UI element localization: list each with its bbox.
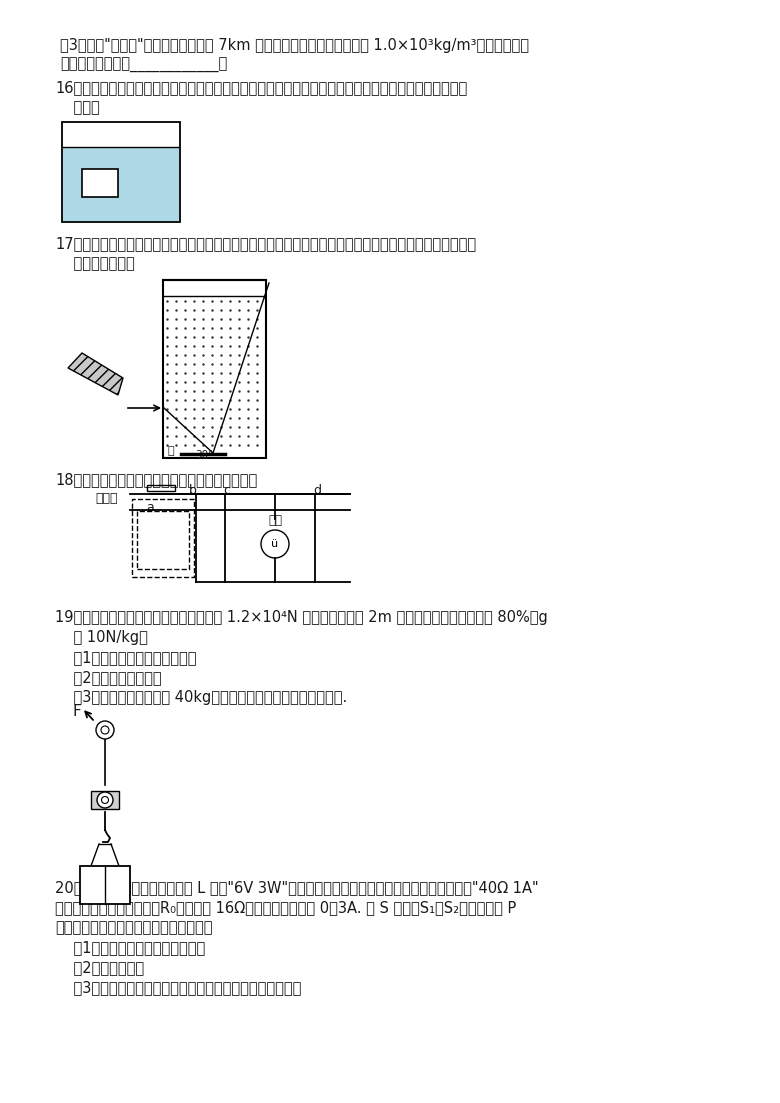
Text: d: d xyxy=(313,484,321,497)
Bar xyxy=(137,511,189,569)
Text: （1）求提升重物做的有用功；: （1）求提升重物做的有用功； xyxy=(55,650,197,665)
Text: 20．（9 分）如图所示，小灯泡 L 标有"6V 3W"字样，不考虑灯丝电阻的变化，滑动变阻器标有"40Ω 1A": 20．（9 分）如图所示，小灯泡 L 标有"6V 3W"字样，不考虑灯丝电阻的变… xyxy=(55,880,539,895)
Text: （1）小灯泡正常发光时的电流；: （1）小灯泡正常发光时的电流； xyxy=(55,940,205,955)
Text: （3）在保证电路安全前提下，电路消耗总功率的最大值。: （3）在保证电路安全前提下，电路消耗总功率的最大值。 xyxy=(55,979,301,995)
Text: 请完成光路图。: 请完成光路图。 xyxy=(55,256,135,271)
Bar xyxy=(91,791,119,808)
Circle shape xyxy=(97,792,113,808)
Bar xyxy=(132,499,194,577)
Bar xyxy=(163,280,266,458)
Circle shape xyxy=(96,721,114,739)
Text: 插座: 插座 xyxy=(268,514,282,527)
Text: 水: 水 xyxy=(167,446,174,456)
Text: （2）电源电压；: （2）电源电压； xyxy=(55,960,144,975)
Text: （3）我国"蛟龙号"载人潜水器下潜至 7km 深的海水中，若海水的密度取 1.0×10³kg/m³，潜水器受到: （3）我国"蛟龙号"载人潜水器下潜至 7km 深的海水中，若海水的密度取 1.0… xyxy=(60,38,529,53)
Text: （2）求绳端的拉力；: （2）求绳端的拉力； xyxy=(55,670,161,685)
Text: 字样。电源电压保持不变，R₀的阻值为 16Ω，电流表的量程为 0～3A. 当 S 闭合，S₁、S₂断开，滑片 P: 字样。电源电压保持不变，R₀的阻值为 16Ω，电流表的量程为 0～3A. 当 S… xyxy=(55,900,516,915)
Text: F: F xyxy=(72,704,81,719)
Text: 30°: 30° xyxy=(195,450,214,460)
Text: 取 10N/kg。: 取 10N/kg。 xyxy=(55,630,148,645)
Polygon shape xyxy=(68,353,123,395)
Text: 19．如图，塔式起重机上的滑轮组将重为 1.2×10⁴N 的重物匀速吊起 2m 时，滑轮组的机械效率为 80%，g: 19．如图，塔式起重机上的滑轮组将重为 1.2×10⁴N 的重物匀速吊起 2m … xyxy=(55,610,548,625)
Text: 意图。: 意图。 xyxy=(55,100,100,115)
Text: 滑到中点时，小灯泡恰好正常发光。求：: 滑到中点时，小灯泡恰好正常发光。求： xyxy=(55,920,212,935)
Text: 进户线: 进户线 xyxy=(95,492,118,505)
Text: b: b xyxy=(189,484,197,497)
Bar xyxy=(80,866,130,904)
Bar xyxy=(147,485,175,491)
Bar xyxy=(63,147,179,221)
Bar xyxy=(62,122,180,222)
Text: 18．请在图中的虚线框内填入开关和电灯的符号。: 18．请在图中的虚线框内填入开关和电灯的符号。 xyxy=(55,472,257,488)
Text: 水的压强大小约是____________。: 水的压强大小约是____________。 xyxy=(60,58,227,73)
Text: ü: ü xyxy=(271,539,278,549)
Text: 16．如图所示，物体上系一细线，细线右端固定，物体静止在水中时细线恰好水平，请作出物体受力的示: 16．如图所示，物体上系一细线，细线右端固定，物体静止在水中时细线恰好水平，请作… xyxy=(55,81,467,95)
Text: a: a xyxy=(146,501,154,514)
Text: c: c xyxy=(224,484,231,497)
Text: （3）若动滑轮的质量为 40kg，求克服摩擦和钢丝绳重所做的功.: （3）若动滑轮的质量为 40kg，求克服摩擦和钢丝绳重所做的功. xyxy=(55,690,347,705)
Bar xyxy=(82,169,118,197)
Text: 17．如图所示，一束平行光垂直射向盛水的透明烧杯，在烧杯底部放置一块平面镜，光线最终从水面射出，: 17．如图所示，一束平行光垂直射向盛水的透明烧杯，在烧杯底部放置一块平面镜，光线… xyxy=(55,236,476,251)
